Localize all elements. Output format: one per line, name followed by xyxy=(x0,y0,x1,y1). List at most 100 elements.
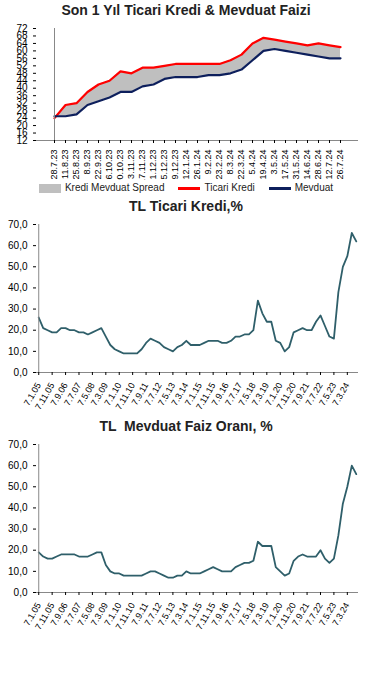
svg-text:40,0: 40,0 xyxy=(8,282,28,293)
svg-text:7.9.16: 7.9.16 xyxy=(209,380,231,408)
svg-text:7.1.20: 7.1.20 xyxy=(263,600,285,628)
svg-text:3.5.24: 3.5.24 xyxy=(269,150,279,175)
svg-text:60,0: 60,0 xyxy=(8,460,28,471)
svg-text:50,0: 50,0 xyxy=(8,481,28,492)
svg-text:3.11.23: 3.11.23 xyxy=(126,150,136,179)
svg-text:7.7.07: 7.7.07 xyxy=(62,600,84,628)
svg-text:7.7.22: 7.7.22 xyxy=(303,380,325,408)
svg-text:7.1.05: 7.1.05 xyxy=(21,380,43,408)
svg-text:31.5.24: 31.5.24 xyxy=(291,150,301,180)
svg-text:8.3.24: 8.3.24 xyxy=(225,150,235,175)
svg-text:70,0: 70,0 xyxy=(8,439,28,450)
svg-text:60,0: 60,0 xyxy=(8,240,28,251)
svg-text:22.3.24: 22.3.24 xyxy=(236,150,246,180)
svg-text:23.2.24: 23.2.24 xyxy=(214,150,224,180)
svg-text:9.2.24: 9.2.24 xyxy=(203,150,213,175)
svg-text:8.9.23: 8.9.23 xyxy=(82,150,92,175)
svg-text:50,0: 50,0 xyxy=(8,261,28,272)
svg-text:7.11.05: 7.11.05 xyxy=(33,600,57,632)
svg-text:7.7.17: 7.7.17 xyxy=(223,600,245,628)
svg-text:7.3.24: 7.3.24 xyxy=(330,381,351,408)
svg-text:15.12.23: 15.12.23 xyxy=(159,150,169,181)
svg-text:40,0: 40,0 xyxy=(8,502,28,513)
svg-text:7.9.21: 7.9.21 xyxy=(290,380,312,408)
svg-text:30,0: 30,0 xyxy=(8,523,28,534)
svg-text:7.11.15: 7.11.15 xyxy=(194,600,218,632)
svg-text:7.3.14: 7.3.14 xyxy=(169,380,191,408)
svg-text:7.5.18: 7.5.18 xyxy=(236,600,258,628)
svg-text:7.11.20: 7.11.20 xyxy=(274,380,298,412)
svg-text:0,0: 0,0 xyxy=(14,367,28,378)
svg-text:7.5.08: 7.5.08 xyxy=(75,600,97,628)
svg-text:7.3.09: 7.3.09 xyxy=(88,600,110,628)
svg-text:7.5.18: 7.5.18 xyxy=(236,380,258,408)
svg-text:20.10.23: 20.10.23 xyxy=(115,150,125,181)
svg-text:16: 16 xyxy=(16,127,28,139)
svg-text:7.11.05: 7.11.05 xyxy=(33,380,57,412)
svg-text:7.3.14: 7.3.14 xyxy=(169,600,191,628)
svg-text:7.9.21: 7.9.21 xyxy=(290,600,312,628)
html-text:TL Mevduat Faiz Oranı, %: TL Mevduat Faiz Oranı, % xyxy=(99,418,273,434)
svg-text:7.3.19: 7.3.19 xyxy=(249,600,271,628)
svg-text:12.7.24: 12.7.24 xyxy=(324,150,334,180)
svg-text:17.11.23: 17.11.23 xyxy=(137,150,147,181)
svg-text:20,0: 20,0 xyxy=(8,324,28,335)
svg-text:7.3.09: 7.3.09 xyxy=(88,380,110,408)
svg-text:7.7.12: 7.7.12 xyxy=(142,380,164,408)
svg-text:7.9.16: 7.9.16 xyxy=(209,600,231,628)
svg-text:25.8.23: 25.8.23 xyxy=(71,150,81,180)
svg-text:12: 12 xyxy=(16,134,28,146)
svg-text:7.1.15: 7.1.15 xyxy=(182,380,204,408)
svg-text:1.12.23: 1.12.23 xyxy=(148,150,158,180)
svg-text:7.5.13: 7.5.13 xyxy=(156,380,178,408)
svg-text:7.1.20: 7.1.20 xyxy=(263,380,285,408)
svg-text:20: 20 xyxy=(16,119,28,131)
svg-text:12.1.24: 12.1.24 xyxy=(181,150,191,180)
svg-text:28.7.23: 28.7.23 xyxy=(49,150,59,180)
svg-text:7.3.19: 7.3.19 xyxy=(249,380,271,408)
svg-text:7.7.22: 7.7.22 xyxy=(303,600,325,628)
html-text:TL Ticari Kredi,%: TL Ticari Kredi,% xyxy=(129,198,243,214)
svg-text:7.7.07: 7.7.07 xyxy=(62,380,84,408)
svg-text:7.1.05: 7.1.05 xyxy=(21,600,43,628)
svg-text:7.11.15: 7.11.15 xyxy=(194,380,218,412)
svg-text:11.8.23: 11.8.23 xyxy=(60,150,70,179)
svg-text:7.9.11: 7.9.11 xyxy=(129,600,151,627)
svg-text:7.9.06: 7.9.06 xyxy=(48,600,70,628)
svg-text:7.11.20: 7.11.20 xyxy=(274,600,298,632)
svg-text:0,0: 0,0 xyxy=(14,587,28,598)
svg-text:5.4.24: 5.4.24 xyxy=(247,150,257,175)
svg-text:19.4.24: 19.4.24 xyxy=(258,150,268,180)
svg-text:7.9.06: 7.9.06 xyxy=(48,380,70,408)
svg-text:17.5.24: 17.5.24 xyxy=(280,150,290,180)
svg-text:7.1.15: 7.1.15 xyxy=(182,600,204,628)
svg-text:7.11.10: 7.11.10 xyxy=(113,600,137,632)
svg-text:14.6.24: 14.6.24 xyxy=(302,150,312,180)
svg-text:28.6.24: 28.6.24 xyxy=(313,150,323,180)
svg-text:7.7.12: 7.7.12 xyxy=(142,600,164,628)
svg-text:10,0: 10,0 xyxy=(8,566,28,577)
html-text:Son 1 Yıl Ticari Kredi & Mevdu: Son 1 Yıl Ticari Kredi & Mevduat Faizi xyxy=(61,2,311,18)
svg-text:7.7.17: 7.7.17 xyxy=(223,380,245,408)
svg-text:26.1.24: 26.1.24 xyxy=(192,150,202,180)
svg-text:24: 24 xyxy=(16,112,28,124)
svg-text:72: 72 xyxy=(16,23,28,34)
svg-text:6.10.23: 6.10.23 xyxy=(104,150,114,180)
svg-text:7.1.10: 7.1.10 xyxy=(102,380,124,408)
svg-text:7.5.08: 7.5.08 xyxy=(75,380,97,408)
svg-text:30,0: 30,0 xyxy=(8,303,28,314)
svg-text:7.5.23: 7.5.23 xyxy=(317,380,339,408)
svg-text:7.5.23: 7.5.23 xyxy=(317,600,339,628)
svg-text:7.3.24: 7.3.24 xyxy=(330,601,351,628)
svg-text:26.7.24: 26.7.24 xyxy=(335,150,345,180)
svg-text:22.9.23: 22.9.23 xyxy=(93,150,103,180)
svg-text:28: 28 xyxy=(16,104,28,116)
svg-text:7.5.13: 7.5.13 xyxy=(156,600,178,628)
svg-text:29.12.23: 29.12.23 xyxy=(170,150,180,181)
svg-text:10,0: 10,0 xyxy=(8,346,28,357)
svg-text:7.1.10: 7.1.10 xyxy=(102,600,124,628)
svg-text:70,0: 70,0 xyxy=(8,219,28,230)
svg-text:7.9.11: 7.9.11 xyxy=(129,380,151,407)
svg-text:20,0: 20,0 xyxy=(8,544,28,555)
svg-text:7.11.10: 7.11.10 xyxy=(113,380,137,412)
